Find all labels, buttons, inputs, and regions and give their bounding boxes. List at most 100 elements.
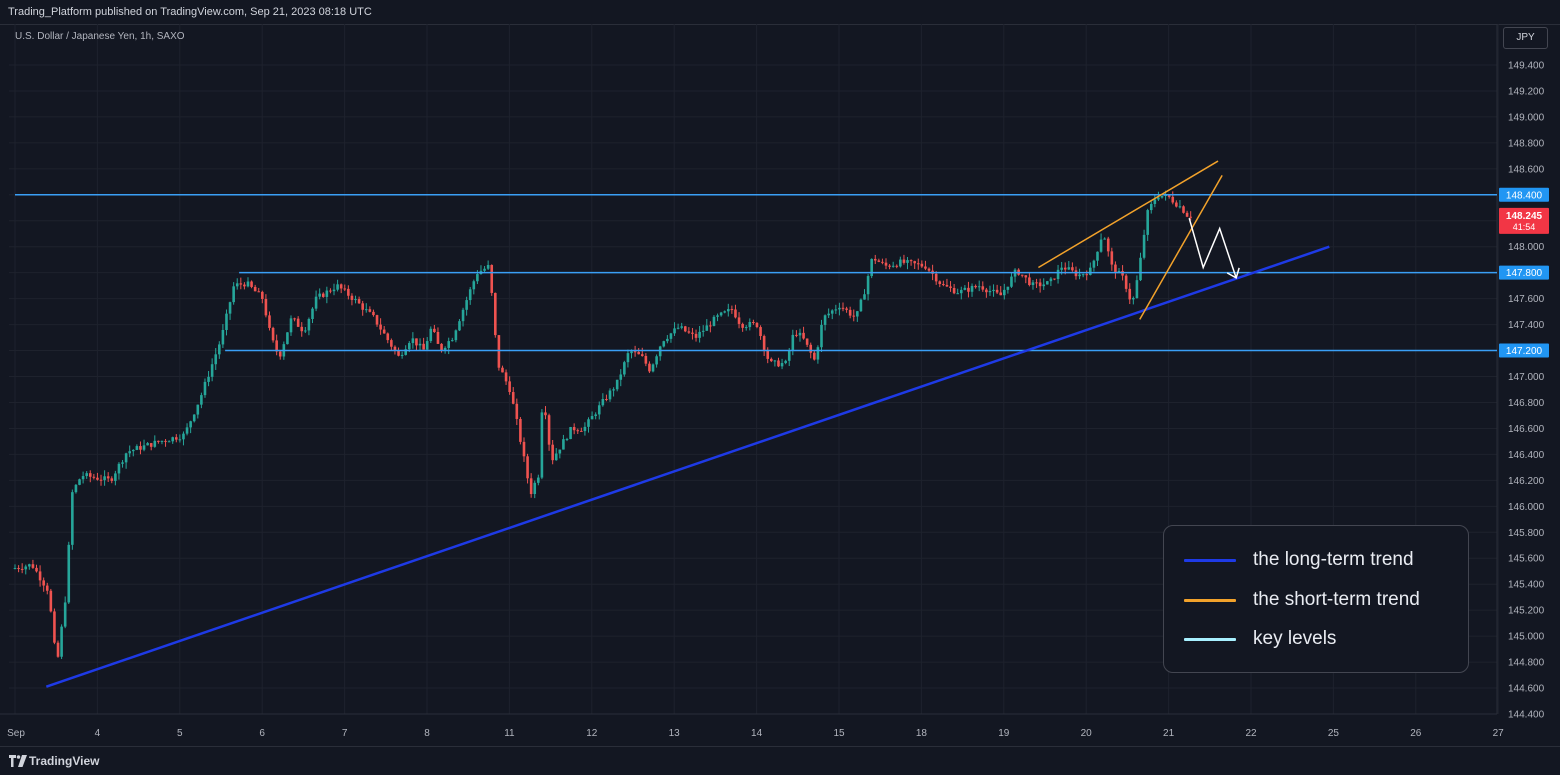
candle: [988, 285, 992, 296]
candle: [1067, 260, 1071, 271]
price-tick-label: 149.000: [1508, 112, 1545, 123]
candle: [110, 476, 114, 484]
candle: [232, 282, 235, 305]
price-tick-label: 146.200: [1508, 476, 1545, 487]
candle: [450, 337, 454, 342]
projection-arrow-icon: [1226, 267, 1240, 279]
key-level-price-text: 147.200: [1506, 346, 1543, 357]
tradingview-logo-icon[interactable]: [9, 755, 27, 767]
currency-button[interactable]: JPY: [1503, 27, 1548, 49]
candle: [644, 353, 648, 367]
candle: [35, 564, 38, 573]
candle: [433, 324, 436, 333]
candle: [759, 325, 762, 340]
candle: [300, 322, 304, 337]
candle: [390, 338, 393, 351]
price-axis[interactable]: 149.400 149.200 149.000 148.800 148.600 148.4…: [1508, 61, 1545, 721]
candle: [114, 470, 117, 486]
candle: [178, 434, 182, 443]
time-axis[interactable]: Sep 4 5 6 7 8 11 12 13 14 15 18 19 20 21 22 25 26 27: [7, 728, 1504, 739]
candle: [891, 261, 895, 268]
candle: [977, 280, 981, 292]
candle: [537, 474, 540, 486]
candle: [321, 292, 325, 298]
candle: [1078, 268, 1081, 280]
candle: [1049, 276, 1053, 287]
candle: [623, 360, 626, 377]
candle: [1185, 210, 1189, 218]
candle: [185, 423, 189, 436]
candle: [594, 412, 597, 420]
candle: [60, 624, 63, 660]
candle: [296, 316, 300, 328]
candle: [967, 281, 970, 298]
candle: [1135, 275, 1139, 299]
candle: [780, 358, 784, 370]
candle: [1110, 247, 1114, 271]
candle: [1096, 251, 1099, 267]
candle: [985, 287, 988, 298]
candle: [916, 258, 920, 270]
candle: [762, 334, 766, 357]
candle: [139, 441, 142, 455]
candle: [329, 288, 332, 294]
candle: [838, 302, 841, 316]
candle: [547, 413, 551, 451]
candle: [508, 376, 511, 395]
candle: [264, 294, 268, 318]
time-tick-label: 6: [259, 728, 265, 739]
candle: [1128, 283, 1132, 305]
candle: [952, 284, 956, 295]
candle: [106, 472, 110, 482]
price-tick-label: 144.800: [1508, 658, 1545, 669]
candle: [454, 329, 458, 343]
candle: [823, 314, 827, 331]
candle: [372, 309, 375, 317]
legend-label: the short-term trend: [1253, 589, 1420, 610]
candle: [895, 264, 899, 269]
candle: [569, 426, 572, 440]
candle: [791, 329, 795, 356]
candle: [949, 281, 952, 292]
candle: [246, 277, 250, 288]
candle: [325, 286, 329, 304]
candle: [755, 322, 759, 329]
legend-label: the long-term trend: [1253, 549, 1414, 570]
time-tick-label: 13: [669, 728, 681, 739]
candle: [31, 559, 35, 569]
candle: [436, 327, 440, 344]
time-tick-label: 7: [342, 728, 348, 739]
candle: [497, 335, 501, 371]
candle: [1046, 280, 1049, 285]
candle: [519, 417, 522, 445]
candle: [626, 349, 630, 368]
candle: [716, 313, 719, 322]
candle: [379, 318, 382, 335]
candle: [666, 335, 669, 344]
candle: [1142, 229, 1146, 260]
candle: [1106, 236, 1110, 257]
candle: [171, 436, 175, 444]
candle: [286, 332, 289, 345]
price-tick-label: 146.400: [1508, 450, 1545, 461]
candle: [658, 345, 662, 361]
candle: [1132, 296, 1135, 305]
candle: [357, 296, 361, 304]
candle: [24, 564, 28, 575]
candle: [368, 306, 372, 313]
footer-bar: TradingView: [0, 746, 1560, 775]
candle: [85, 471, 88, 479]
candle: [881, 258, 884, 265]
candle: [332, 283, 336, 296]
candle: [902, 254, 906, 265]
time-tick-label: 11: [504, 728, 515, 739]
candle: [834, 304, 838, 314]
legend-swatch-short-term: [1184, 599, 1236, 602]
time-tick-label: 8: [424, 728, 430, 739]
candle: [1149, 201, 1153, 214]
candle: [468, 286, 472, 305]
time-tick-label: 19: [998, 728, 1010, 739]
candle: [784, 359, 787, 365]
candle: [662, 340, 666, 348]
candle: [1024, 275, 1028, 284]
